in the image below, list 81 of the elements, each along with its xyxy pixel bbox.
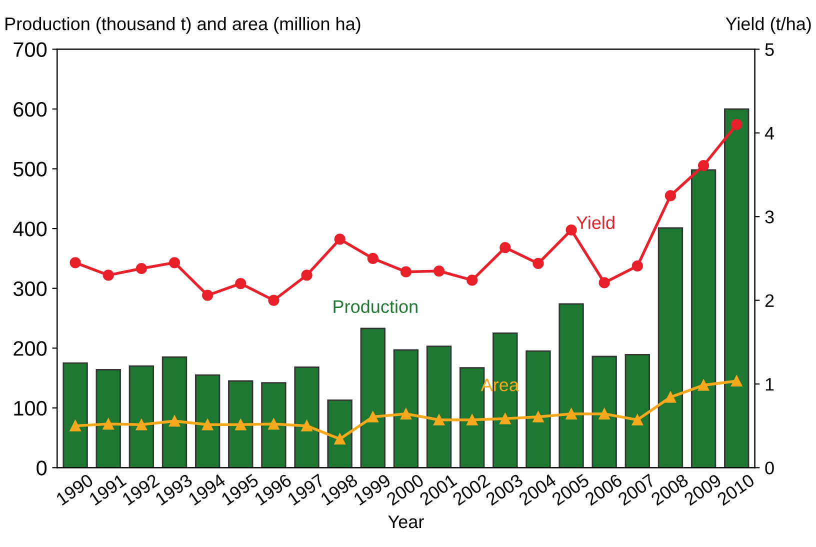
bar (624, 354, 650, 468)
point (367, 411, 378, 422)
bar (162, 356, 188, 468)
point (235, 278, 246, 290)
point (698, 160, 710, 172)
point (136, 419, 147, 430)
y2-tick-label: 0 (765, 462, 774, 474)
y-tick-label: 500 (13, 162, 47, 177)
point (400, 266, 412, 278)
y-tick-label: 200 (14, 341, 47, 356)
bar (658, 227, 684, 468)
point (334, 433, 346, 445)
point (466, 414, 478, 426)
point (102, 270, 114, 281)
point (500, 242, 511, 254)
x-tick-label: 1990 (55, 473, 94, 506)
point (102, 418, 114, 430)
bar (62, 362, 88, 468)
bar (592, 356, 617, 468)
point (598, 277, 610, 288)
point (70, 420, 81, 432)
point (664, 392, 676, 403)
y-tick-label: 600 (14, 102, 47, 117)
y-tick-label: 300 (13, 281, 47, 296)
bar (526, 350, 551, 468)
y2-tick-label: 4 (764, 127, 774, 140)
point (202, 419, 214, 430)
bar (327, 399, 352, 468)
point (301, 420, 312, 432)
bar (194, 374, 220, 468)
point (136, 262, 147, 274)
y-tick-label: 400 (13, 222, 47, 236)
y-tick-label: 0 (36, 460, 47, 476)
point (664, 190, 676, 202)
point (433, 265, 445, 277)
point (367, 252, 378, 264)
bar (96, 368, 121, 468)
y2-tick-label: 1 (766, 378, 774, 391)
point (466, 274, 478, 286)
x-axis-title: Year (388, 516, 424, 528)
point (433, 414, 445, 426)
bar (690, 169, 716, 468)
point (334, 234, 346, 245)
bar (558, 303, 584, 468)
point (731, 375, 742, 387)
bar (393, 349, 419, 468)
bar (360, 328, 386, 468)
point (168, 257, 180, 268)
point (202, 290, 214, 301)
y2-axis-title: Yield (t/ha) (726, 17, 811, 34)
y2-tick-label: 5 (765, 43, 774, 56)
point (70, 257, 81, 268)
bar (724, 108, 750, 468)
series-label: Production (334, 300, 418, 314)
point (400, 408, 412, 420)
series-label: Yield (576, 216, 614, 230)
point (566, 224, 577, 236)
y2-tick-label: 2 (765, 294, 774, 307)
bar (426, 346, 452, 468)
point (168, 416, 180, 427)
y-axis-title: Production (thousand t) and area (million ha) (6, 17, 360, 34)
point (301, 270, 312, 281)
point (731, 118, 742, 130)
point (632, 260, 643, 272)
y-tick-label: 700 (14, 42, 47, 57)
point (698, 380, 710, 391)
point (566, 408, 577, 420)
bar (128, 365, 154, 468)
point (532, 258, 544, 270)
point (500, 413, 511, 424)
y2-tick-label: 3 (765, 210, 774, 224)
point (268, 294, 280, 306)
bar (228, 380, 254, 468)
point (598, 408, 610, 420)
bar (261, 382, 286, 468)
bar (294, 366, 320, 468)
y-tick-label: 100 (14, 400, 47, 416)
point (632, 414, 643, 426)
point (532, 411, 544, 422)
point (235, 419, 246, 430)
point (268, 418, 280, 430)
